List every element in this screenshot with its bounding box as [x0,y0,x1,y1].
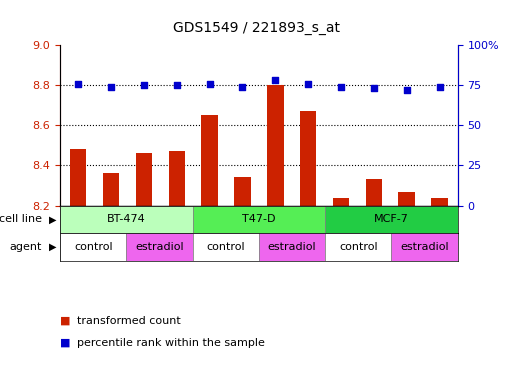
Point [271,77,279,83]
Point [238,84,247,90]
Point [403,87,411,93]
Bar [192,206,325,233]
Point [173,82,181,88]
Bar [259,233,325,261]
Bar [267,85,283,206]
Bar [325,206,458,233]
Point [107,84,115,90]
Point [337,84,345,90]
Bar [192,233,259,261]
Text: agent: agent [9,242,42,252]
Bar [300,111,316,206]
Text: estradiol: estradiol [135,242,184,252]
Text: control: control [207,242,245,252]
Text: MCF-7: MCF-7 [374,214,409,224]
Bar [234,177,251,206]
Bar [60,233,127,261]
Point [435,84,444,90]
Bar [168,152,185,206]
Bar [333,198,349,206]
Text: T47-D: T47-D [242,214,276,224]
Point [304,81,312,87]
Text: BT-474: BT-474 [107,214,146,224]
Text: ▶: ▶ [49,214,57,224]
Text: GDS1549 / 221893_s_at: GDS1549 / 221893_s_at [173,21,340,34]
Text: ■: ■ [60,316,71,326]
Bar [431,198,448,206]
Bar [60,206,192,233]
Bar [391,233,458,261]
Point [74,81,83,87]
Text: ▶: ▶ [49,242,57,252]
Bar [325,233,391,261]
Text: control: control [339,242,378,252]
Bar [70,149,86,206]
Text: estradiol: estradiol [268,242,316,252]
Bar [103,174,119,206]
Bar [127,233,192,261]
Point [140,82,148,88]
Bar [201,115,218,206]
Text: cell line: cell line [0,214,42,224]
Text: transformed count: transformed count [77,316,180,326]
Text: ■: ■ [60,338,71,348]
Bar [135,153,152,206]
Point [206,81,214,87]
Bar [366,180,382,206]
Point [370,86,378,92]
Text: percentile rank within the sample: percentile rank within the sample [77,338,265,348]
Text: estradiol: estradiol [400,242,449,252]
Text: control: control [74,242,112,252]
Bar [399,192,415,206]
